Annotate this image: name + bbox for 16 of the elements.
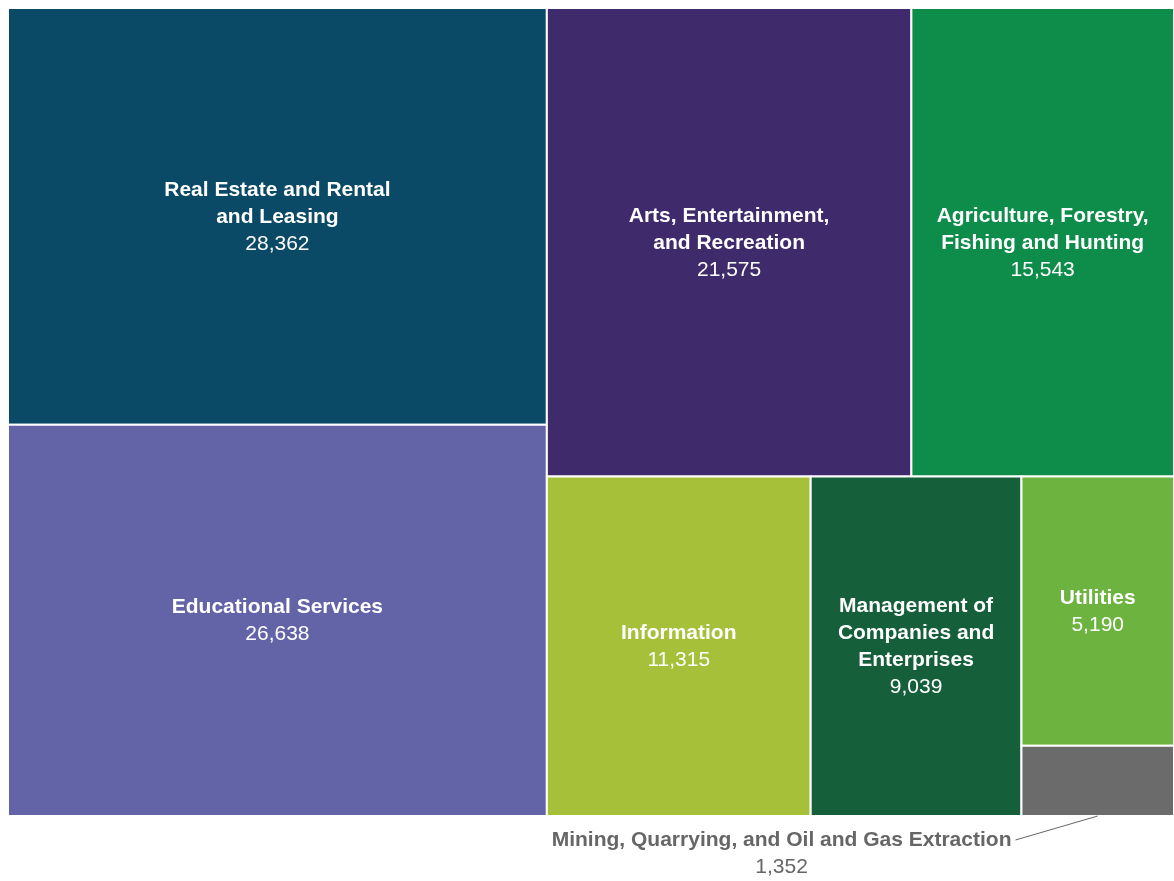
data-label: 15,543	[1010, 256, 1075, 280]
category-label: Information	[621, 620, 737, 644]
data-label: 9,039	[889, 674, 943, 698]
category-label: Arts, Entertainment, and Recreation	[628, 202, 830, 253]
category-label: Utilities	[1059, 585, 1136, 609]
category-label: Agriculture, Forestry, Fishing and Hunting	[936, 202, 1149, 253]
data-label: 5,190	[1071, 612, 1125, 636]
data-label: 28,362	[245, 230, 310, 254]
category-label: Management of Companies and Enterprises	[837, 593, 995, 671]
category-label: Real Estate and Rental and Leasing	[164, 176, 391, 227]
data-label: 21,575	[697, 256, 762, 280]
category-label: Educational Services	[171, 594, 384, 618]
data-label: 1,352	[755, 854, 808, 877]
data-label: 26,638	[245, 621, 310, 645]
data-label: 11,315	[647, 647, 711, 671]
category-label: Mining, Quarrying, and Oil and Gas Extraction	[551, 827, 1012, 850]
